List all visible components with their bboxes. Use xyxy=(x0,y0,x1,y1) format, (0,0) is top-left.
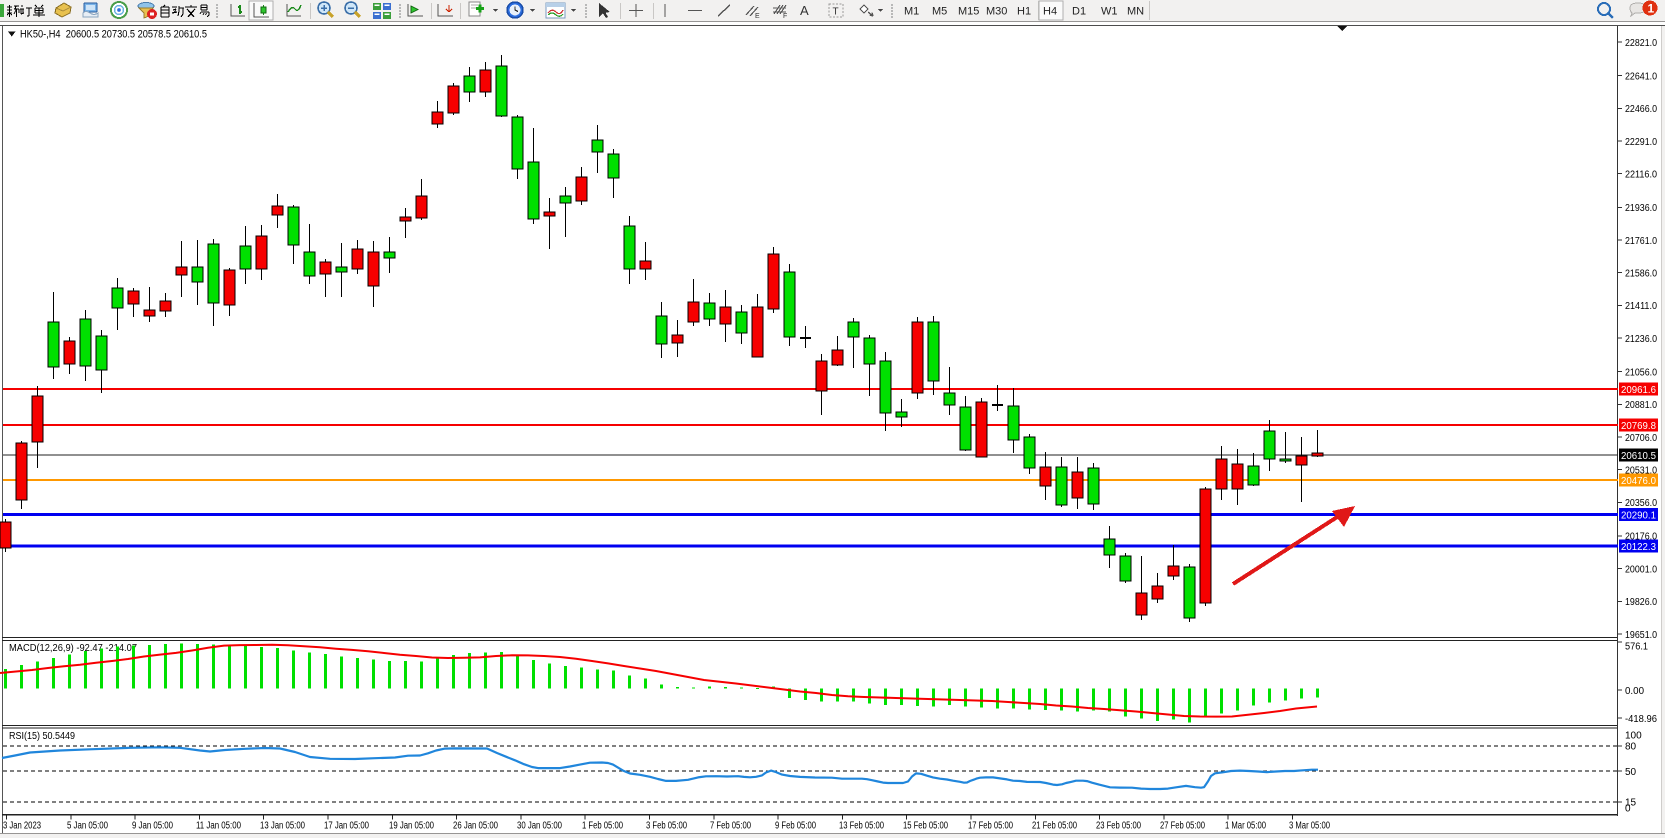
svg-text:H1: H1 xyxy=(1017,6,1031,18)
svg-text:-418.96: -418.96 xyxy=(1625,714,1657,725)
svg-text:576.1: 576.1 xyxy=(1625,642,1648,653)
svg-text:19 Jan 05:00: 19 Jan 05:00 xyxy=(389,821,434,832)
svg-text:17 Feb 05:00: 17 Feb 05:00 xyxy=(968,821,1013,832)
svg-text:A: A xyxy=(800,3,809,18)
svg-text:7 Feb 05:00: 7 Feb 05:00 xyxy=(710,821,751,832)
svg-text:22821.0: 22821.0 xyxy=(1625,38,1657,49)
svg-text:0: 0 xyxy=(1625,804,1631,815)
svg-text:M15: M15 xyxy=(958,6,979,18)
svg-text:22116.0: 22116.0 xyxy=(1625,170,1657,181)
svg-text:19826.0: 19826.0 xyxy=(1625,597,1657,608)
svg-text:21411.0: 21411.0 xyxy=(1625,301,1657,312)
svg-text:20961.6: 20961.6 xyxy=(1621,385,1656,396)
svg-text:F: F xyxy=(783,13,787,20)
svg-text:M30: M30 xyxy=(986,6,1007,18)
svg-text:13 Jan 05:00: 13 Jan 05:00 xyxy=(260,821,305,832)
svg-text:RSI(15) 50.5449: RSI(15) 50.5449 xyxy=(9,731,75,742)
svg-text:MACD(12,26,9) -92.47 -214.07: MACD(12,26,9) -92.47 -214.07 xyxy=(9,643,137,654)
svg-text:E: E xyxy=(755,13,760,20)
svg-text:M5: M5 xyxy=(932,6,947,18)
svg-text:20531.0: 20531.0 xyxy=(1625,466,1657,477)
svg-text:17 Jan 05:00: 17 Jan 05:00 xyxy=(324,821,369,832)
svg-text:D1: D1 xyxy=(1072,6,1086,18)
svg-text:13 Feb 05:00: 13 Feb 05:00 xyxy=(839,821,884,832)
svg-text:22641.0: 22641.0 xyxy=(1625,71,1657,82)
svg-text:50: 50 xyxy=(1625,767,1637,778)
svg-text:20610.5: 20610.5 xyxy=(1621,451,1656,462)
svg-text:MN: MN xyxy=(1127,6,1144,18)
svg-text:1: 1 xyxy=(1648,2,1655,16)
svg-text:11 Jan 05:00: 11 Jan 05:00 xyxy=(196,821,241,832)
svg-text:20476.0: 20476.0 xyxy=(1621,476,1656,487)
svg-text:1 Mar 05:00: 1 Mar 05:00 xyxy=(1225,821,1266,832)
svg-text:19651.0: 19651.0 xyxy=(1625,630,1657,641)
svg-text:20001.0: 20001.0 xyxy=(1625,564,1657,575)
svg-text:HK50-,H4 20600.5 20730.5 2057: HK50-,H4 20600.5 20730.5 20578.5 20610.5 xyxy=(20,29,207,41)
svg-text:3 Mar 05:00: 3 Mar 05:00 xyxy=(1289,821,1330,832)
svg-text:20881.0: 20881.0 xyxy=(1625,400,1657,411)
svg-text:20769.8: 20769.8 xyxy=(1621,421,1656,432)
svg-text:20356.0: 20356.0 xyxy=(1625,498,1657,509)
svg-text:21936.0: 21936.0 xyxy=(1625,203,1657,214)
svg-text:27 Feb 05:00: 27 Feb 05:00 xyxy=(1160,821,1205,832)
svg-text:22466.0: 22466.0 xyxy=(1625,104,1657,115)
svg-text:21056.0: 21056.0 xyxy=(1625,367,1657,378)
svg-text:20290.1: 20290.1 xyxy=(1621,511,1656,522)
svg-text:80: 80 xyxy=(1625,742,1637,753)
svg-text:20122.3: 20122.3 xyxy=(1621,542,1656,553)
svg-text:H4: H4 xyxy=(1043,6,1057,18)
svg-text:5 Jan 05:00: 5 Jan 05:00 xyxy=(67,821,108,832)
svg-text:20706.0: 20706.0 xyxy=(1625,433,1657,444)
svg-text:21 Feb 05:00: 21 Feb 05:00 xyxy=(1032,821,1077,832)
svg-text:21761.0: 21761.0 xyxy=(1625,236,1657,247)
svg-text:W1: W1 xyxy=(1101,6,1118,18)
svg-text:M1: M1 xyxy=(904,6,919,18)
svg-text:9 Feb 05:00: 9 Feb 05:00 xyxy=(775,821,816,832)
svg-text:20176.0: 20176.0 xyxy=(1625,532,1657,543)
svg-text:3 Feb 05:00: 3 Feb 05:00 xyxy=(646,821,687,832)
svg-text:26 Jan 05:00: 26 Jan 05:00 xyxy=(453,821,498,832)
svg-text:9 Jan 05:00: 9 Jan 05:00 xyxy=(132,821,173,832)
svg-text:100: 100 xyxy=(1625,731,1642,742)
svg-text:15 Feb 05:00: 15 Feb 05:00 xyxy=(903,821,948,832)
svg-text:1 Feb 05:00: 1 Feb 05:00 xyxy=(582,821,623,832)
svg-text:30 Jan 05:00: 30 Jan 05:00 xyxy=(517,821,562,832)
svg-text:T: T xyxy=(833,7,839,18)
svg-text:23 Feb 05:00: 23 Feb 05:00 xyxy=(1096,821,1141,832)
svg-text:22291.0: 22291.0 xyxy=(1625,137,1657,148)
svg-text:21236.0: 21236.0 xyxy=(1625,334,1657,345)
svg-text:15: 15 xyxy=(1625,798,1637,809)
svg-text:0.00: 0.00 xyxy=(1625,686,1644,697)
svg-text:3 Jan 2023: 3 Jan 2023 xyxy=(3,821,41,832)
svg-text:21586.0: 21586.0 xyxy=(1625,269,1657,280)
